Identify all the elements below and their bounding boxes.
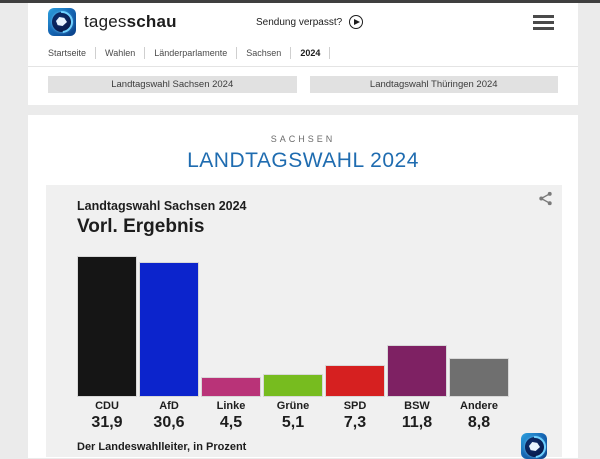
site-header: tagesschau Sendung verpasst? Startseite … xyxy=(28,3,578,105)
election-chart-card: Landtagswahl Sachsen 2024 Vorl. Ergebnis… xyxy=(46,185,562,459)
bar-linke[interactable] xyxy=(201,377,261,397)
bar-value: 11,8 xyxy=(401,414,433,431)
play-icon xyxy=(349,15,364,29)
bar-column-grüne: Grüne 5,1 xyxy=(263,374,323,432)
bar-column-linke: Linke 4,5 xyxy=(201,377,261,432)
bar-value: 30,6 xyxy=(153,414,185,431)
breadcrumb-sachsen[interactable]: Sachsen xyxy=(246,48,282,58)
share-icon[interactable] xyxy=(538,191,553,206)
tagesschau-globe-icon xyxy=(521,433,547,459)
breadcrumb-separator xyxy=(329,47,331,59)
bar-plot: CDU 31,9 AfD 30,6 Linke 4,5 Grüne 5,1 SPD 7,3 BSW 1… xyxy=(77,256,562,432)
bar-cdu[interactable] xyxy=(77,256,137,397)
bar-label: CDU xyxy=(95,400,119,412)
bar-value: 31,9 xyxy=(91,414,123,431)
bar-andere[interactable] xyxy=(449,358,509,397)
bar-value: 4,5 xyxy=(219,414,243,431)
quicklinks-row: Landtagswahl Sachsen 2024 Landtagswahl T… xyxy=(28,67,578,105)
chart-source: Der Landeswahlleiter, in Prozent xyxy=(77,441,247,453)
watch-link-label: Sendung verpasst? xyxy=(256,16,343,28)
breadcrumb-separator xyxy=(95,47,97,59)
brand-wordmark: tagesschau xyxy=(84,12,177,31)
bar-value: 7,3 xyxy=(343,414,367,431)
content-column: tagesschau Sendung verpasst? Startseite … xyxy=(28,3,578,459)
button-landtagswahl-thueringen[interactable]: Landtagswahl Thüringen 2024 xyxy=(309,76,558,93)
bar-label: AfD xyxy=(159,400,179,412)
sendung-verpasst-link[interactable]: Sendung verpasst? xyxy=(256,15,364,29)
bar-column-andere: Andere 8,8 xyxy=(449,358,509,432)
bar-label: Grüne xyxy=(276,400,310,412)
breadcrumb-laenderparlamente[interactable]: Länderparlamente xyxy=(154,48,228,58)
section-gap xyxy=(28,105,578,115)
page-title: LANDTAGSWAHL 2024 xyxy=(187,149,419,172)
bar-column-cdu: CDU 31,9 xyxy=(77,256,137,432)
chart-subtitle: Vorl. Ergebnis xyxy=(77,216,205,237)
bar-value: 8,8 xyxy=(467,414,491,431)
bar-label: Linke xyxy=(216,400,246,412)
tagesschau-logo-link[interactable]: tagesschau xyxy=(48,8,177,36)
button-landtagswahl-sachsen[interactable]: Landtagswahl Sachsen 2024 xyxy=(48,76,297,93)
topbar: tagesschau Sendung verpasst? xyxy=(28,3,578,41)
bar-column-afd: AfD 30,6 xyxy=(139,262,199,432)
header-divider xyxy=(28,66,578,67)
bar-bsw[interactable] xyxy=(387,345,447,397)
bar-label: SPD xyxy=(343,400,367,412)
bar-value: 5,1 xyxy=(281,414,305,431)
main-content: SACHSEN LANDTAGSWAHL 2024 Landtagswahl S… xyxy=(28,115,578,459)
bar-column-bsw: BSW 11,8 xyxy=(387,345,447,432)
breadcrumb-separator xyxy=(236,47,238,59)
menu-hamburger-icon[interactable] xyxy=(533,15,554,33)
bar-label: BSW xyxy=(404,400,430,412)
bar-grüne[interactable] xyxy=(263,374,323,397)
page-kicker: SACHSEN xyxy=(270,134,336,144)
chart-header: Landtagswahl Sachsen 2024 Vorl. Ergebnis xyxy=(46,185,562,238)
bar-label: Andere xyxy=(460,400,498,412)
chart-title: Landtagswahl Sachsen 2024 xyxy=(77,199,247,213)
breadcrumb-2024[interactable]: 2024 xyxy=(300,48,321,58)
breadcrumb-separator xyxy=(290,47,292,59)
tagesschau-globe-icon xyxy=(48,8,76,36)
breadcrumb-startseite[interactable]: Startseite xyxy=(48,48,87,58)
bar-spd[interactable] xyxy=(325,365,385,397)
breadcrumb: Startseite Wahlen Länderparlamente Sachs… xyxy=(48,45,578,61)
breadcrumb-separator xyxy=(144,47,146,59)
bar-column-spd: SPD 7,3 xyxy=(325,365,385,432)
bar-afd[interactable] xyxy=(139,262,199,397)
page-top-strip xyxy=(0,0,600,3)
breadcrumb-wahlen[interactable]: Wahlen xyxy=(105,48,136,58)
